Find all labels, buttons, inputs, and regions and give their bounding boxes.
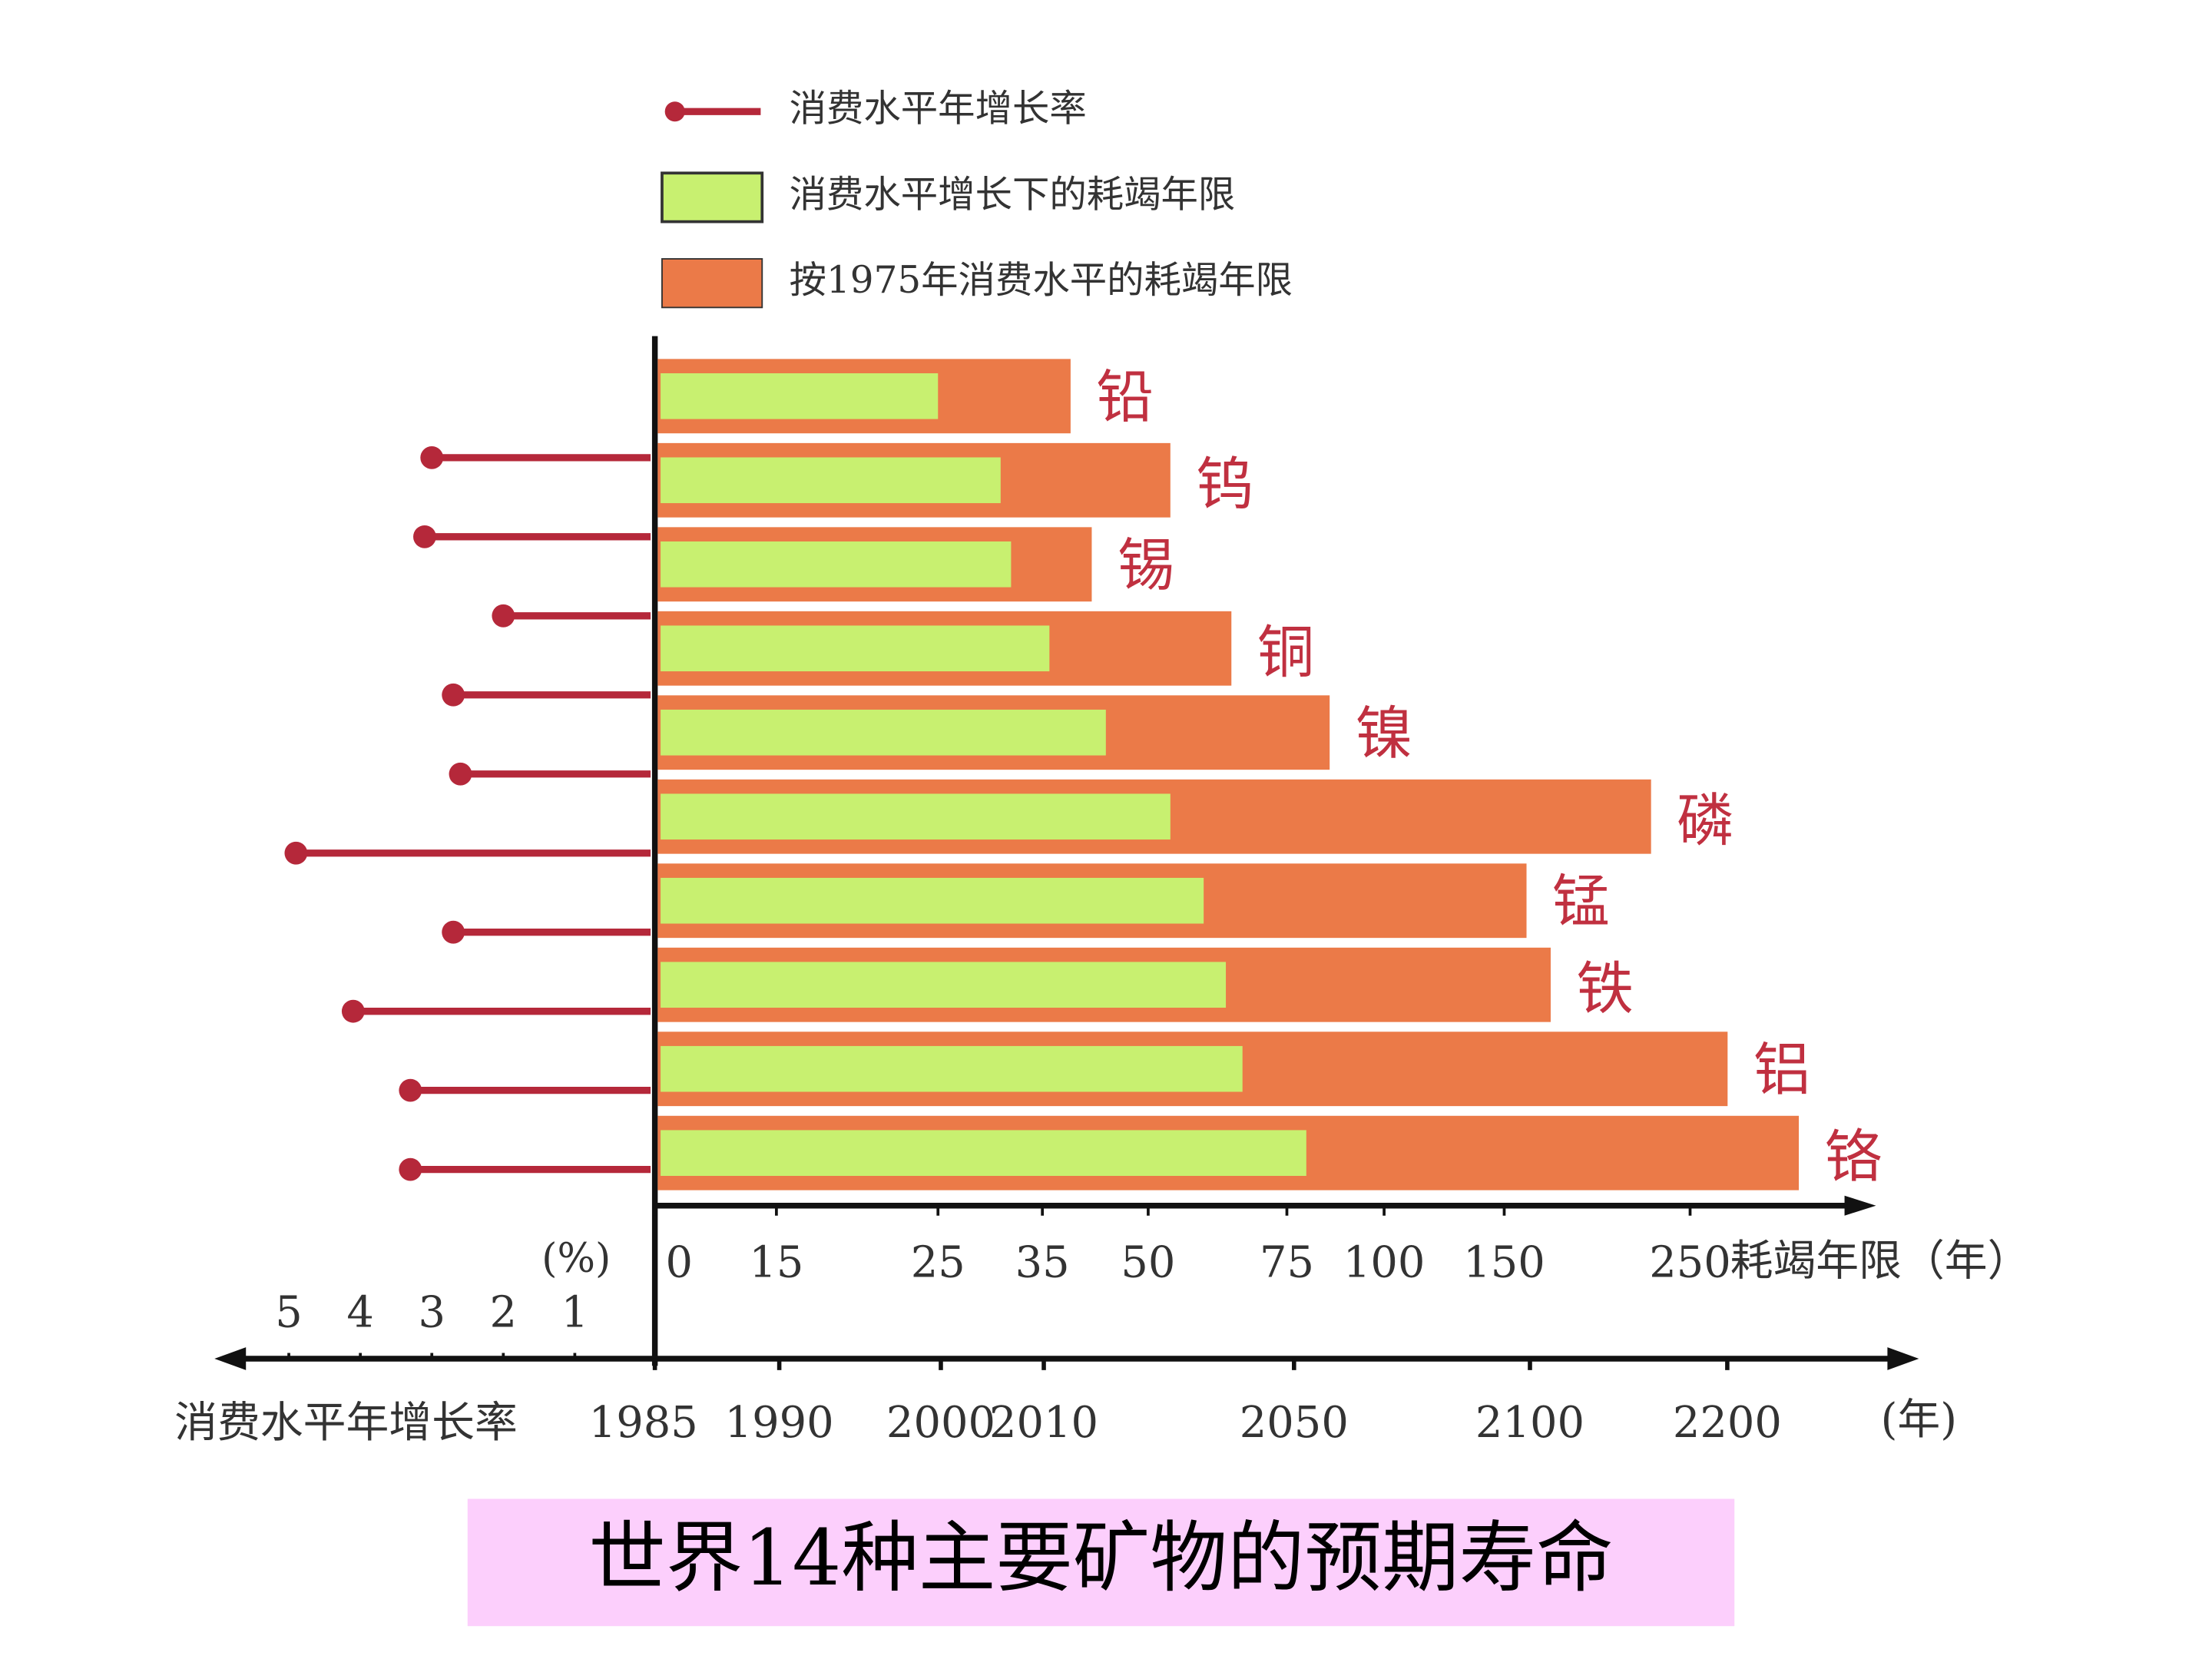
x-tick-label: 150	[1463, 1237, 1545, 1287]
bar	[661, 962, 1227, 1008]
category-label: 铁	[1576, 955, 1633, 1022]
x3-tick-label: 2050	[1240, 1398, 1349, 1448]
x2-tick-label: 2	[490, 1288, 518, 1338]
bar	[661, 709, 1106, 756]
category-label: 磷	[1677, 787, 1734, 854]
rate-dot	[341, 999, 365, 1023]
rate-dot	[442, 920, 465, 944]
x-tick-label: 0	[666, 1237, 694, 1287]
arrow	[1887, 1347, 1919, 1370]
x3-tick-label: 2200	[1673, 1398, 1782, 1448]
rate-dot	[442, 683, 465, 707]
bar	[661, 1045, 1243, 1092]
legend-label: 按1975年消费水平的耗竭年限	[790, 259, 1293, 302]
x3-tick-label: 1990	[725, 1398, 834, 1448]
legend-swatch	[661, 258, 763, 309]
category-label: 铅	[1096, 364, 1153, 431]
x-tick-label: 35	[1015, 1237, 1070, 1287]
chart-title: 世界14种主要矿物的预期寿命	[588, 1513, 1613, 1603]
x-tick-label: 75	[1260, 1237, 1314, 1287]
arrow	[214, 1347, 247, 1370]
x3-tick-label: 2010	[989, 1398, 1098, 1448]
x-tick-label: 25	[911, 1237, 965, 1287]
bar	[661, 625, 1050, 672]
category-label: 铜	[1257, 619, 1314, 686]
x3-tick-label: 2000	[886, 1398, 995, 1448]
bar	[661, 373, 939, 419]
rate-dot	[399, 1157, 422, 1181]
legend-label: 消费水平年增长率	[790, 88, 1087, 131]
rate-dot	[413, 525, 436, 548]
x-tick-label: 15	[749, 1237, 803, 1287]
x3-tick-label: 1985	[589, 1398, 698, 1448]
x2-tick-label: 4	[346, 1288, 374, 1338]
legend-label: 消费水平增长下的耗竭年限	[790, 173, 1236, 216]
bar	[661, 541, 1012, 588]
x-tick-label: 50	[1121, 1237, 1175, 1287]
category-label: 钨	[1196, 451, 1253, 518]
x2-tick-label: 3	[418, 1288, 445, 1338]
rate-dot	[420, 445, 444, 469]
x2-axis-label: 消费水平年增长率	[174, 1398, 518, 1448]
x-tick-label: 100	[1343, 1237, 1426, 1287]
category-label: 镍	[1356, 700, 1412, 767]
bar	[661, 457, 1001, 504]
rate-dot	[492, 604, 515, 628]
legend-swatch	[664, 101, 685, 122]
bar	[661, 877, 1204, 924]
rate-dot	[449, 762, 472, 786]
category-label: 锰	[1552, 869, 1609, 935]
category-label: 铝	[1753, 1037, 1810, 1104]
bar	[661, 793, 1171, 840]
rate-dot	[399, 1078, 422, 1102]
bar	[661, 1130, 1306, 1176]
arrow	[1844, 1195, 1876, 1216]
category-label: 铬	[1825, 1124, 1882, 1190]
legend-swatch	[661, 171, 764, 224]
x3-tick-label: 2100	[1475, 1398, 1584, 1448]
title-box	[467, 1498, 1735, 1627]
x2-unit: (%)	[541, 1236, 611, 1282]
rate-dot	[284, 841, 308, 865]
x2-tick-label: 5	[275, 1288, 303, 1338]
x3-axis-label: (年)	[1881, 1395, 1957, 1445]
x-tick-label: 250	[1649, 1237, 1731, 1287]
category-label: 锡	[1118, 532, 1174, 599]
x-axis-label: 耗竭年限（年）	[1730, 1237, 2031, 1286]
x2-tick-label: 1	[561, 1288, 589, 1338]
